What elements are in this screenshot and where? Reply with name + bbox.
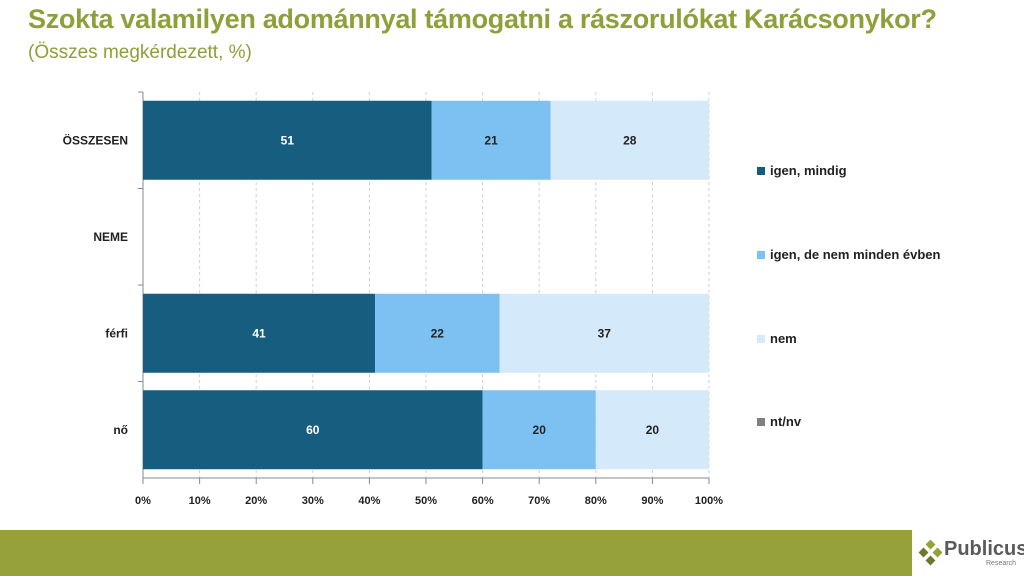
data-label: 37 [598, 326, 612, 340]
legend-item: nem [757, 331, 797, 346]
legend-label: nem [770, 331, 797, 346]
category-label: ÖSSZESEN [63, 132, 128, 147]
logo-name: Publicus [944, 538, 1024, 560]
bar-segment [595, 390, 709, 470]
bar-segment [143, 390, 483, 470]
x-tick-label: 30% [302, 495, 324, 507]
x-tick-label: 50% [415, 495, 437, 507]
x-tick-label: 10% [189, 495, 211, 507]
bar-segment [143, 100, 432, 180]
x-tick-label: 90% [641, 495, 663, 507]
bar-segment [143, 293, 376, 373]
legend-swatch [757, 166, 765, 175]
x-tick-label: 70% [528, 495, 550, 507]
legend-label: nt/nv [770, 414, 802, 429]
bar-segment [499, 293, 709, 373]
data-label: 21 [484, 133, 498, 147]
legend-label: igen, mindig [770, 163, 847, 178]
category-label: férfi [105, 326, 128, 340]
x-tick-label: 100% [695, 495, 723, 507]
legend-item: igen, mindig [757, 163, 847, 178]
x-tick-label: 40% [358, 495, 380, 507]
data-label: 20 [646, 423, 660, 437]
x-tick-label: 80% [585, 495, 607, 507]
x-tick-label: 60% [472, 495, 494, 507]
x-tick-label: 0% [135, 495, 151, 507]
logo-sub: Research [986, 560, 1016, 567]
bar-segment [431, 100, 551, 180]
chart-subtitle: (Összes megkérdezett, %) [28, 42, 252, 63]
bar-segment [550, 100, 709, 180]
logo-icon [918, 540, 942, 566]
x-tick-label: 20% [245, 495, 267, 507]
category-label: NEME [93, 230, 128, 244]
data-label: 28 [623, 133, 637, 147]
legend-item: igen, de nem minden évben [757, 247, 940, 262]
legend-swatch [757, 250, 765, 259]
chart-title: Szokta valamilyen adománnyal támogatni a… [28, 4, 937, 34]
data-label: 41 [252, 326, 266, 340]
legend-label: igen, de nem minden évben [770, 247, 941, 262]
bar-segment [375, 293, 500, 373]
legend-item: nt/nv [757, 414, 801, 429]
data-label: 22 [431, 326, 445, 340]
legend-swatch [757, 334, 765, 343]
legend-swatch [757, 417, 765, 426]
category-label: nő [113, 423, 128, 437]
footer-bar [0, 530, 912, 576]
publicus-logo: Publicus Research [918, 536, 1024, 572]
data-label: 51 [281, 133, 295, 147]
data-label: 20 [533, 423, 547, 437]
data-label: 60 [306, 423, 320, 437]
bar-segment [482, 390, 596, 470]
